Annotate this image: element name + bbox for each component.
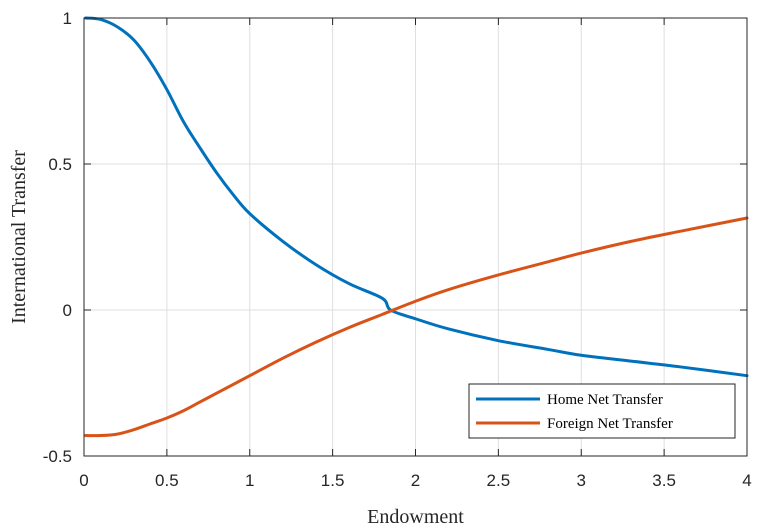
legend-label-foreign: Foreign Net Transfer <box>547 416 673 432</box>
y-tick-label: 0 <box>63 301 72 320</box>
x-tick-label: 2 <box>411 471 420 490</box>
x-tick-label: 3.5 <box>652 471 676 490</box>
legend-box <box>468 383 736 439</box>
x-tick-label: 0 <box>79 471 88 490</box>
x-tick-label: 1 <box>245 471 254 490</box>
x-tick-label: 3 <box>577 471 586 490</box>
legend-label-home: Home Net Transfer <box>547 392 663 408</box>
axis-ticks: 0 0.5 1 1.5 2 2.5 3 3.5 4 -0.5 0 0.5 1 <box>43 9 752 490</box>
x-tick-label: 1.5 <box>321 471 345 490</box>
x-tick-label: 4 <box>742 471 751 490</box>
y-tick-label: 1 <box>63 9 72 28</box>
y-tick-label: 0.5 <box>48 155 72 174</box>
y-tick-label: -0.5 <box>43 447 72 466</box>
legend: Home Net Transfer Foreign Net Transfer <box>468 383 736 439</box>
x-tick-label: 0.5 <box>155 471 179 490</box>
series-lines <box>84 16 749 438</box>
x-tick-label: 2.5 <box>487 471 511 490</box>
home-net-transfer-line <box>84 16 749 378</box>
y-axis-title: International Transfer <box>8 150 30 324</box>
x-axis-title: Endowment <box>367 506 464 528</box>
foreign-net-transfer-line <box>84 216 749 438</box>
